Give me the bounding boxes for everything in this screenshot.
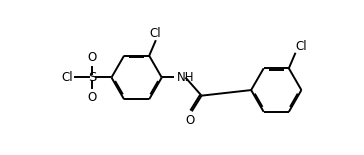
Text: O: O xyxy=(88,51,97,64)
Text: O: O xyxy=(88,91,97,104)
Text: O: O xyxy=(185,114,194,127)
Text: Cl: Cl xyxy=(62,71,73,84)
Text: S: S xyxy=(88,71,96,84)
Text: Cl: Cl xyxy=(296,40,308,53)
Text: NH: NH xyxy=(177,71,195,84)
Text: Cl: Cl xyxy=(150,27,161,40)
